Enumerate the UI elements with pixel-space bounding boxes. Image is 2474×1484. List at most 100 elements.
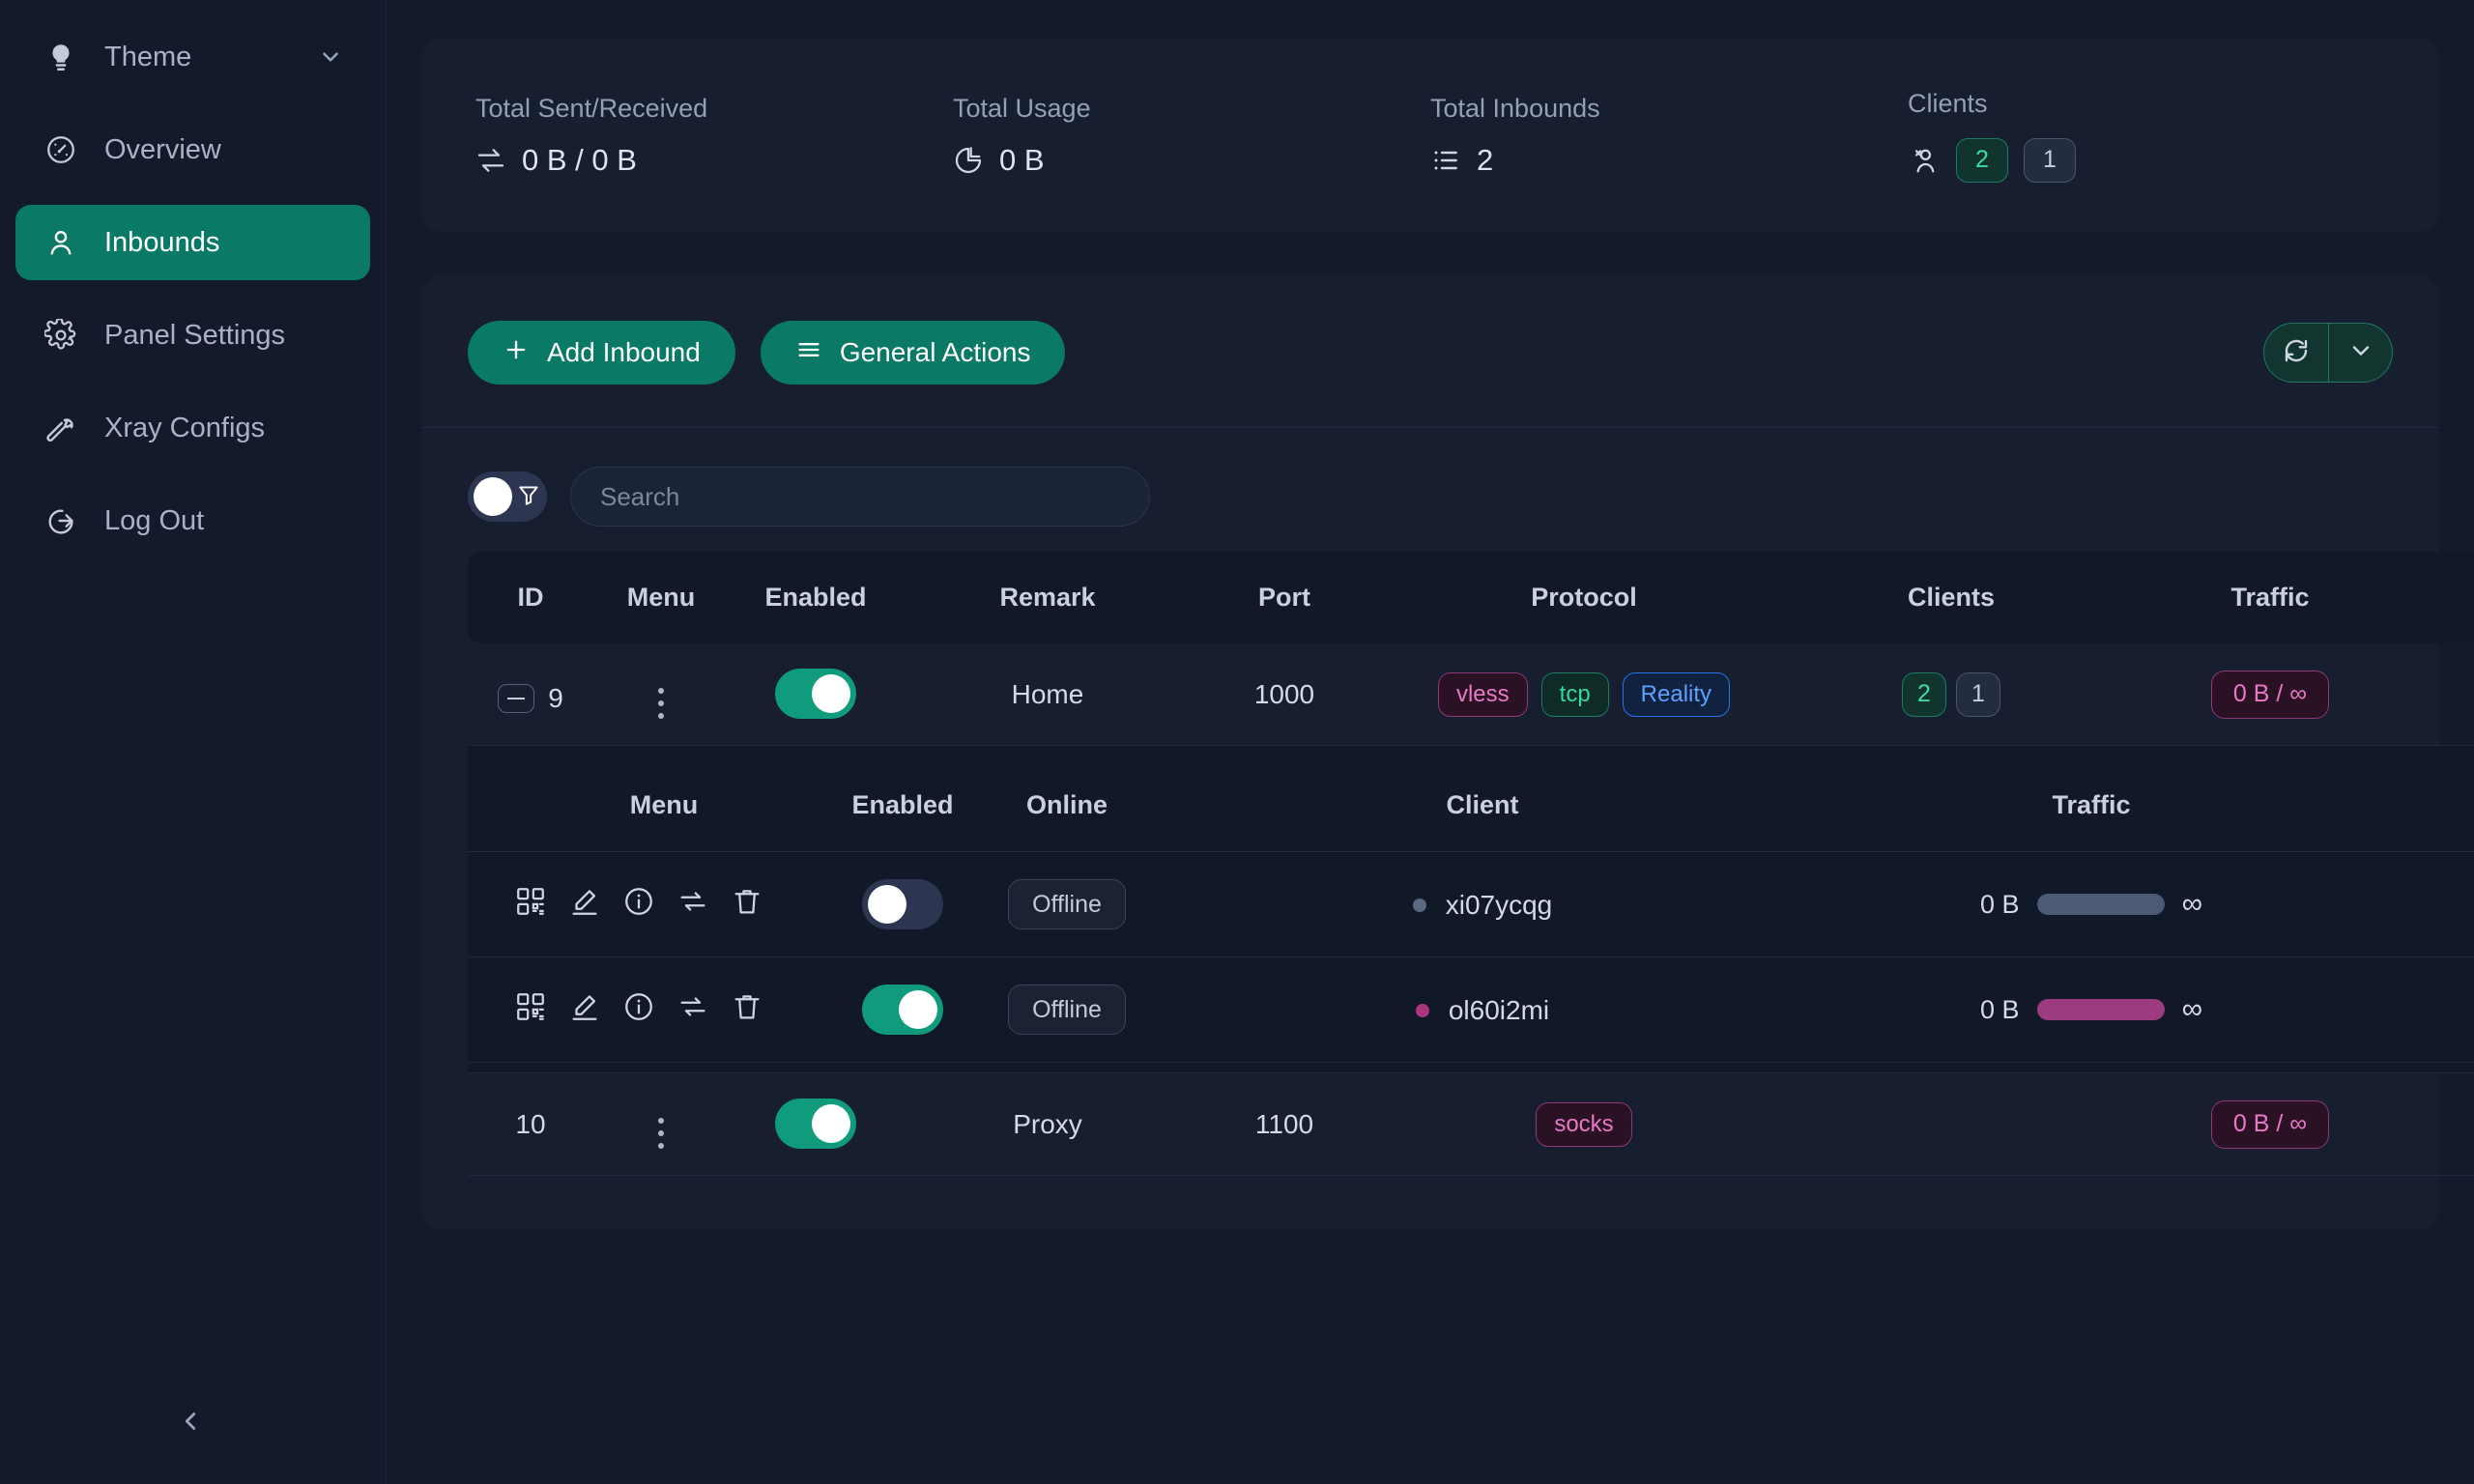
clients-total-badge: 1: [1956, 671, 2000, 717]
client-enabled-toggle[interactable]: [862, 878, 943, 929]
edit-pencil-icon[interactable]: [568, 990, 601, 1030]
table-row[interactable]: 10 Proxy 1100: [468, 1072, 2474, 1176]
cell-client-duration: ∞: [2362, 851, 2474, 957]
reset-icon[interactable]: [676, 990, 709, 1030]
traffic-progress-bar: [2036, 894, 2165, 915]
row-menu-kebab-icon[interactable]: [658, 1118, 664, 1149]
refresh-icon: [2282, 336, 2311, 370]
column-header-enabled: Enabled: [816, 759, 990, 852]
cell-client-enabled: [816, 956, 990, 1063]
info-icon[interactable]: [622, 885, 655, 925]
clients-online-badge: 2: [1902, 671, 1946, 717]
refresh-options-button[interactable]: [2328, 324, 2392, 382]
sidebar-item-theme[interactable]: Theme: [15, 19, 370, 95]
client-enabled-toggle[interactable]: [862, 984, 943, 1035]
bulb-icon: [43, 39, 79, 75]
table-row[interactable]: 9 Home 1000: [468, 643, 2474, 746]
sidebar-item-label: Inbounds: [104, 226, 220, 258]
row-id: 10: [515, 1108, 546, 1139]
add-inbound-button[interactable]: Add Inbound: [468, 321, 735, 385]
column-header-traffic[interactable]: Traffic: [2111, 552, 2430, 643]
sidebar-item-inbounds[interactable]: Inbounds: [15, 205, 370, 280]
stat-total-inbounds: Total Inbounds 2: [1430, 94, 1908, 178]
column-header-client: Client: [1144, 759, 1821, 852]
stat-clients: Clients 2 1: [1908, 89, 2385, 183]
status-badge: Offline: [1008, 879, 1126, 929]
reset-icon[interactable]: [676, 885, 709, 925]
clients-header-row: Menu Enabled Online Client Traffic Durat…: [468, 759, 2474, 852]
chevron-left-icon: [176, 1407, 205, 1441]
row-enabled-toggle[interactable]: [775, 669, 856, 719]
stat-total-sent-received: Total Sent/Received 0 B / 0 B: [475, 94, 953, 178]
pie-chart-icon: [953, 145, 984, 176]
client-row[interactable]: Offline ol60i2mi: [468, 956, 2474, 1063]
wrench-icon: [43, 410, 79, 446]
cell-id: 9: [468, 643, 593, 746]
chevron-down-icon: [2347, 337, 2374, 369]
qr-code-icon[interactable]: [514, 885, 547, 925]
stat-label: Total Usage: [953, 93, 1091, 123]
plus-icon: [503, 336, 530, 370]
inbounds-table: ID Menu Enabled Remark Port Protocol Cli…: [468, 552, 2474, 1176]
panel-toolbar: Add Inbound General Actions: [421, 274, 2439, 428]
table-body: 9 Home 1000: [468, 643, 2474, 1176]
cell-remark: Home: [903, 643, 1193, 746]
column-header-traffic: Traffic: [1821, 759, 2362, 852]
search-input[interactable]: [570, 467, 1150, 527]
stat-value: 2: [1477, 142, 1494, 177]
collapse-row-button[interactable]: [498, 683, 535, 713]
column-header-clients[interactable]: Clients: [1792, 552, 2111, 643]
column-header-id[interactable]: ID: [468, 552, 593, 643]
column-header-menu[interactable]: Menu: [593, 552, 729, 643]
filter-row: [421, 428, 2439, 552]
status-badge: Offline: [1008, 985, 1126, 1035]
funnel-icon: [516, 482, 541, 512]
transfer-icon: [475, 145, 506, 176]
clients-online-badge: 2: [1956, 137, 2008, 183]
protocol-tag: socks: [1536, 1101, 1632, 1147]
sidebar-item-log-out[interactable]: Log Out: [15, 483, 370, 558]
column-header-port[interactable]: Port: [1193, 552, 1376, 643]
cell-duration: ∞: [2430, 1072, 2474, 1176]
delete-trash-icon[interactable]: [731, 885, 763, 925]
chevron-down-icon[interactable]: [318, 44, 343, 70]
cell-client-traffic: 0 B ∞: [1821, 851, 2362, 957]
client-status-dot: [1412, 899, 1426, 912]
sidebar-item-panel-settings[interactable]: Panel Settings: [15, 298, 370, 373]
row-menu-kebab-icon[interactable]: [658, 688, 664, 719]
user-icon: [43, 224, 79, 261]
cell-client-enabled: [816, 851, 990, 957]
refresh-group: [2263, 323, 2393, 383]
sidebar-item-xray-configs[interactable]: Xray Configs: [15, 390, 370, 466]
edit-pencil-icon[interactable]: [568, 885, 601, 925]
stat-value-wrap: 0 B / 0 B: [475, 143, 953, 178]
filter-toggle[interactable]: [468, 471, 547, 522]
general-actions-button[interactable]: General Actions: [760, 321, 1066, 385]
row-enabled-toggle[interactable]: [775, 1099, 856, 1149]
general-actions-label: General Actions: [839, 337, 1031, 367]
traffic-badge: 0 B / ∞: [2210, 670, 2330, 719]
refresh-button[interactable]: [2264, 324, 2328, 382]
cell-protocol: vless tcp Reality: [1376, 643, 1792, 746]
column-header-remark[interactable]: Remark: [903, 552, 1193, 643]
table-header-row: ID Menu Enabled Remark Port Protocol Cli…: [468, 552, 2474, 643]
cell-client-traffic: 0 B ∞: [1821, 956, 2362, 1063]
info-icon[interactable]: [622, 990, 655, 1030]
stat-label: Clients: [1908, 88, 1988, 118]
column-header-protocol[interactable]: Protocol: [1376, 552, 1792, 643]
column-header-enabled[interactable]: Enabled: [729, 552, 903, 643]
cell-enabled: [729, 1072, 903, 1176]
delete-trash-icon[interactable]: [731, 990, 763, 1030]
cell-port: 1000: [1193, 643, 1376, 746]
qr-code-icon[interactable]: [514, 990, 547, 1030]
stat-label: Total Inbounds: [1430, 93, 1600, 123]
stat-total-usage: Total Usage 0 B: [953, 94, 1430, 178]
cell-menu: [593, 1072, 729, 1176]
sidebar-item-overview[interactable]: Overview: [15, 112, 370, 187]
stats-card: Total Sent/Received 0 B / 0 B Total Usag…: [421, 39, 2439, 232]
column-header-duration[interactable]: Duration: [2430, 552, 2474, 643]
expanded-clients-cell: Menu Enabled Online Client Traffic Durat…: [468, 745, 2474, 1073]
sidebar-collapse-button[interactable]: [166, 1399, 215, 1447]
client-row[interactable]: Offline xi07ycqg: [468, 851, 2474, 957]
